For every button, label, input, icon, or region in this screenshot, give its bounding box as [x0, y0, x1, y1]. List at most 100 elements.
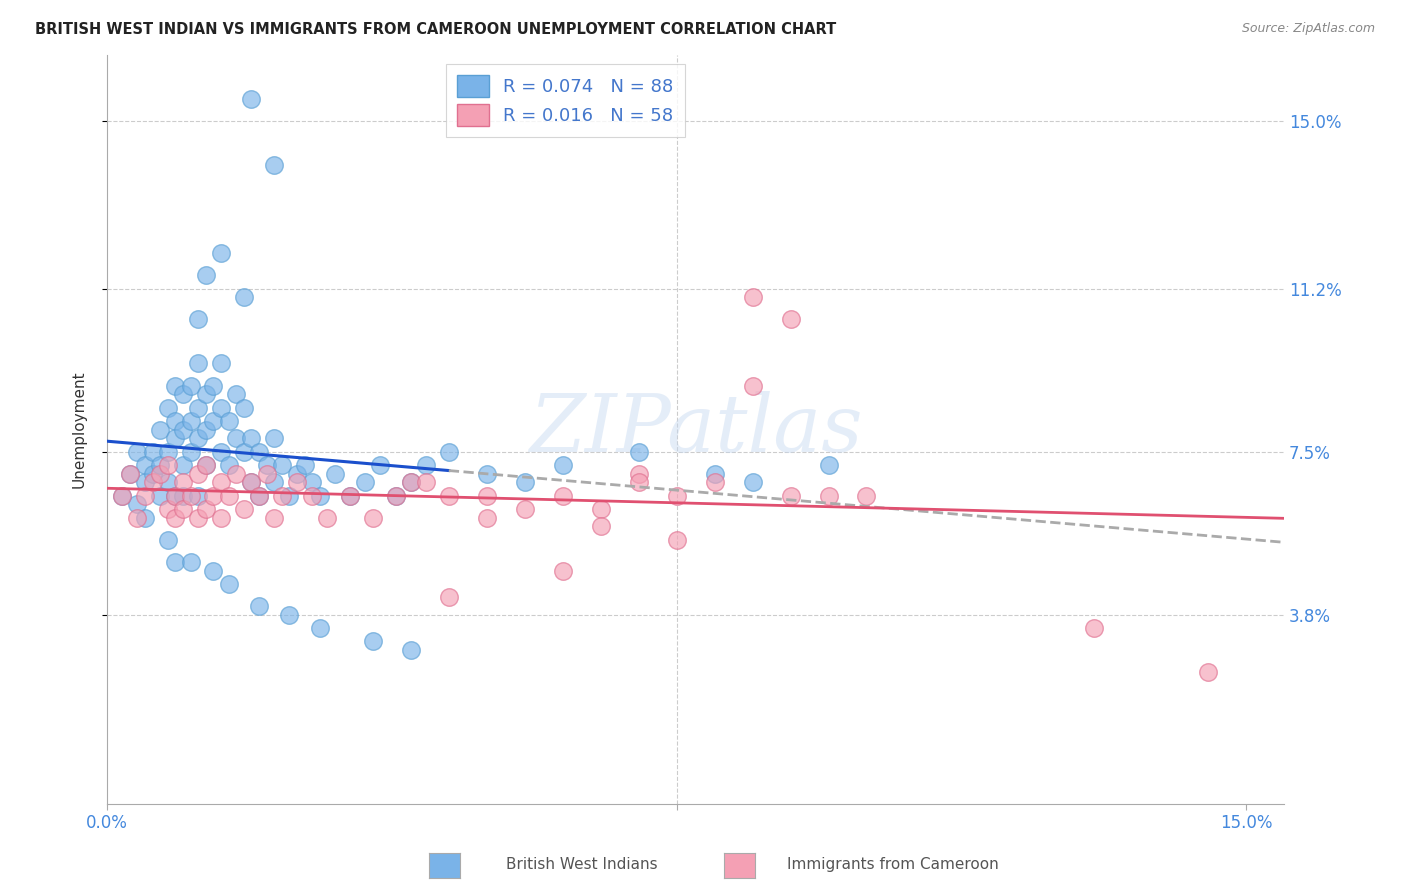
Point [118, 467, 141, 481]
Point [665, 533, 688, 547]
Point [165, 510, 187, 524]
Point [218, 458, 240, 472]
Point [285, 475, 308, 490]
Point [165, 431, 187, 445]
Point [513, 475, 536, 490]
Point [240, 92, 263, 106]
Point [194, 268, 217, 283]
Point [437, 444, 460, 458]
Point [209, 444, 232, 458]
Text: British West Indians: British West Indians [506, 857, 658, 872]
Point [278, 607, 301, 622]
Point [384, 489, 406, 503]
Point [475, 510, 498, 524]
Point [149, 489, 172, 503]
Point [172, 501, 194, 516]
Point [134, 489, 156, 503]
Y-axis label: Unemployment: Unemployment [72, 371, 86, 489]
Point [323, 467, 346, 481]
Point [316, 510, 339, 524]
Point [165, 555, 187, 569]
Point [218, 576, 240, 591]
Point [156, 475, 179, 490]
Point [194, 423, 217, 437]
Point [194, 458, 217, 472]
Point [149, 423, 172, 437]
Point [263, 475, 285, 490]
Point [149, 467, 172, 481]
Point [165, 378, 187, 392]
Point [187, 356, 209, 370]
Point [263, 158, 285, 172]
Point [209, 356, 232, 370]
Point [240, 431, 263, 445]
Point [232, 401, 254, 415]
Point [187, 489, 209, 503]
Point [263, 510, 285, 524]
Point [202, 564, 225, 578]
Point [301, 489, 323, 503]
Point [779, 489, 801, 503]
Point [202, 378, 225, 392]
Point [589, 501, 612, 516]
Point [194, 501, 217, 516]
Point [142, 444, 165, 458]
Point [627, 467, 650, 481]
Point [172, 423, 194, 437]
Point [232, 290, 254, 304]
Point [339, 489, 361, 503]
Point [361, 510, 384, 524]
Point [209, 246, 232, 260]
Text: Immigrants from Cameroon: Immigrants from Cameroon [787, 857, 1000, 872]
Point [187, 431, 209, 445]
Point [294, 458, 316, 472]
Point [399, 642, 422, 657]
Point [194, 458, 217, 472]
Point [180, 555, 202, 569]
Point [384, 489, 406, 503]
Point [817, 458, 839, 472]
Point [187, 510, 209, 524]
Point [172, 458, 194, 472]
Point [218, 414, 240, 428]
Point [187, 467, 209, 481]
Point [240, 475, 263, 490]
Point [741, 290, 763, 304]
Point [627, 444, 650, 458]
Point [187, 401, 209, 415]
Point [247, 444, 270, 458]
Point [285, 467, 308, 481]
Point [180, 378, 202, 392]
Point [339, 489, 361, 503]
Point [172, 387, 194, 401]
Point [232, 444, 254, 458]
Point [209, 475, 232, 490]
Point [278, 489, 301, 503]
Point [361, 634, 384, 648]
Text: BRITISH WEST INDIAN VS IMMIGRANTS FROM CAMEROON UNEMPLOYMENT CORRELATION CHART: BRITISH WEST INDIAN VS IMMIGRANTS FROM C… [35, 22, 837, 37]
Point [437, 489, 460, 503]
Point [665, 489, 688, 503]
Point [156, 501, 179, 516]
Point [627, 475, 650, 490]
Point [415, 475, 437, 490]
Point [256, 458, 278, 472]
Point [415, 458, 437, 472]
Point [263, 431, 285, 445]
Point [165, 414, 187, 428]
Point [225, 431, 247, 445]
Point [703, 475, 725, 490]
Point [308, 621, 330, 635]
Point [589, 519, 612, 533]
Point [156, 458, 179, 472]
Point [817, 489, 839, 503]
Text: ZIPatlas: ZIPatlas [529, 391, 862, 468]
Point [202, 489, 225, 503]
Point [209, 401, 232, 415]
Point [225, 467, 247, 481]
Point [156, 401, 179, 415]
Point [855, 489, 877, 503]
Point [551, 564, 574, 578]
Point [127, 498, 149, 512]
Point [247, 599, 270, 613]
